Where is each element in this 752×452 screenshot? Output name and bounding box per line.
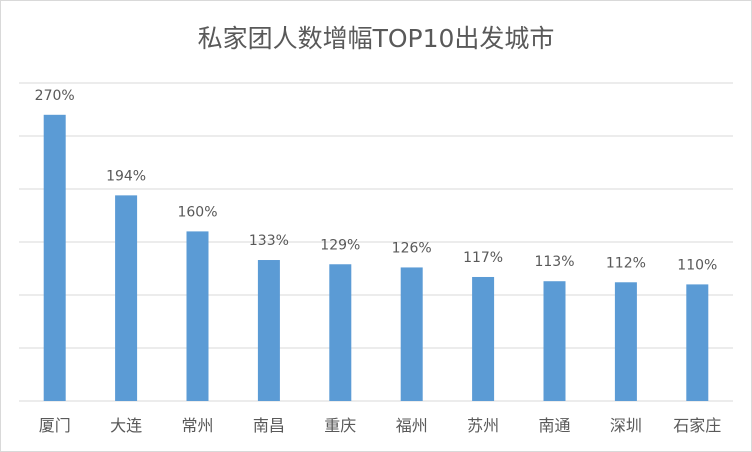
x-tick-label: 重庆 <box>324 416 356 435</box>
data-label: 110% <box>677 257 717 273</box>
bar <box>543 281 566 401</box>
data-label: 129% <box>320 237 360 253</box>
data-label: 160% <box>177 204 217 220</box>
bar <box>686 284 709 401</box>
data-label: 117% <box>463 250 503 266</box>
x-tick-label: 厦门 <box>39 416 71 435</box>
chart-title: 私家团人数增幅TOP10出发城市 <box>197 24 555 53</box>
bar <box>400 267 423 401</box>
x-tick-label: 苏州 <box>467 416 499 435</box>
data-label: 126% <box>392 240 432 256</box>
bar <box>43 114 66 402</box>
data-label: 194% <box>106 168 146 184</box>
bar <box>115 195 138 401</box>
x-tick-label: 南通 <box>538 416 570 435</box>
x-tick-label: 大连 <box>110 416 142 435</box>
bar <box>614 282 637 401</box>
x-tick-label: 常州 <box>181 416 213 435</box>
x-tick-label: 石家庄 <box>673 416 721 435</box>
data-label: 112% <box>606 255 646 271</box>
x-tick-label: 福州 <box>396 416 428 435</box>
data-label: 133% <box>249 233 289 249</box>
bar <box>472 276 495 401</box>
bar <box>329 264 352 401</box>
bar <box>186 231 209 401</box>
bar <box>257 260 280 401</box>
x-tick-label: 南昌 <box>253 416 285 435</box>
data-label: 270% <box>35 88 75 104</box>
x-tick-label: 深圳 <box>610 416 642 435</box>
data-label: 113% <box>534 254 574 270</box>
